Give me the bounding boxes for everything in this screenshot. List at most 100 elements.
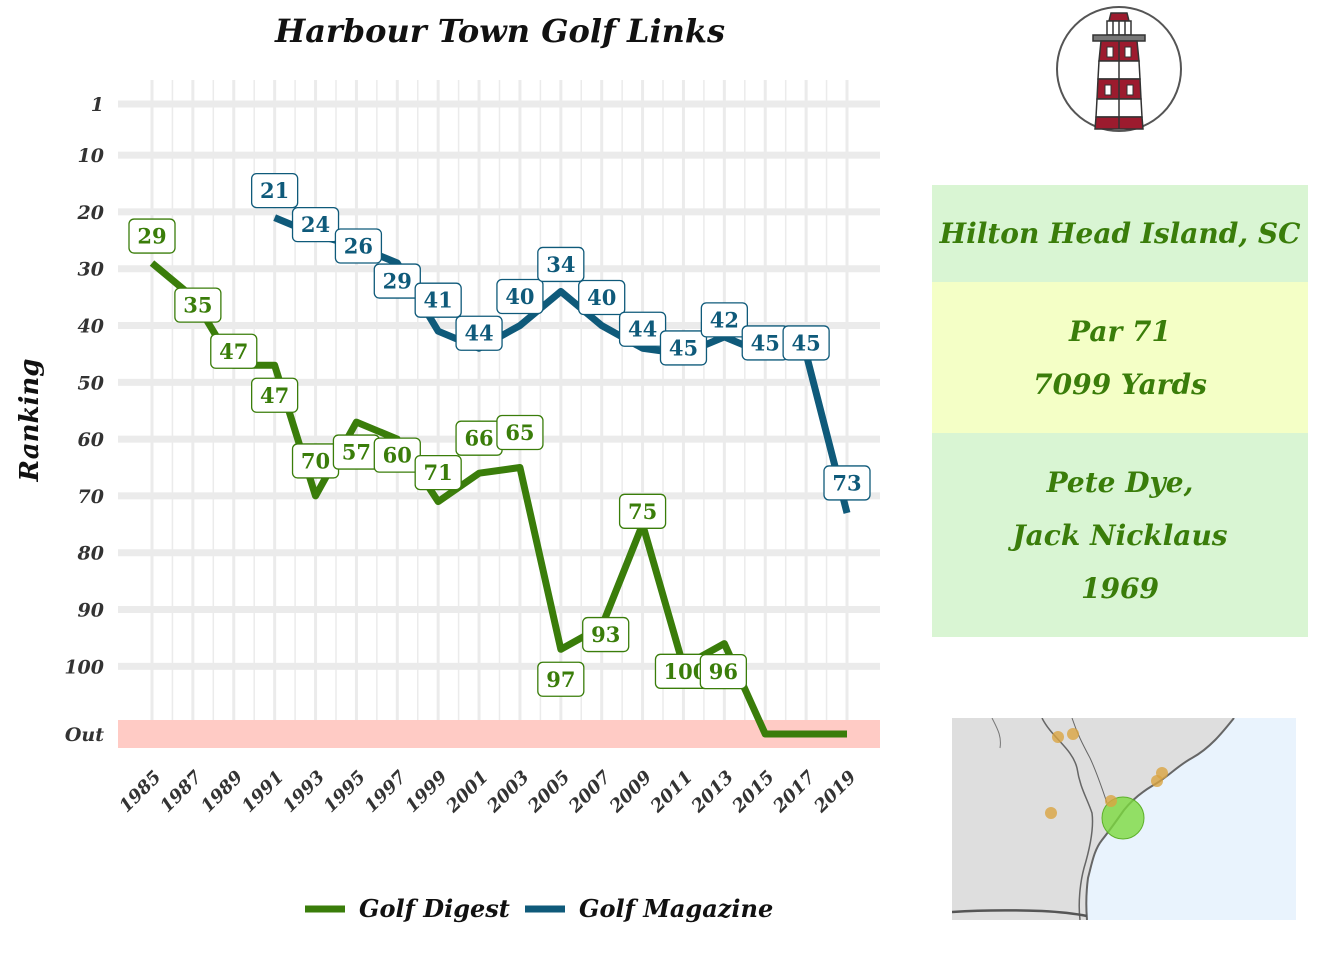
x-tick-label: 2011	[646, 767, 697, 818]
y-tick-label: 90	[78, 600, 104, 622]
data-label-text: 29	[137, 224, 166, 249]
x-tick-label: 2013	[687, 767, 738, 818]
grid-layer	[118, 80, 880, 748]
x-tick-label: 2019	[810, 766, 861, 817]
data-label: 65	[496, 414, 544, 451]
data-label-text: 26	[344, 234, 373, 259]
data-label-text: 47	[219, 339, 248, 364]
data-label: 47	[250, 377, 299, 413]
data-label: 75	[618, 493, 667, 529]
data-label: 40	[496, 278, 544, 315]
location-box: Hilton Head Island, SC	[932, 185, 1308, 282]
data-label-text: 34	[546, 252, 575, 277]
designer-box: Pete Dye, Jack Nicklaus 1969	[932, 433, 1308, 637]
legend-label: Golf Magazine	[579, 894, 773, 923]
data-label-text: 29	[383, 269, 412, 294]
x-tick-label: 2009	[605, 766, 656, 817]
y-tick-label: 80	[77, 543, 104, 565]
data-label-box	[291, 206, 340, 243]
y-tick-label: 40	[78, 316, 104, 338]
data-label-text: 45	[669, 335, 698, 360]
data-label-text: 24	[301, 212, 330, 237]
data-label-text: 41	[424, 288, 453, 313]
data-label: 93	[582, 616, 630, 653]
data-label-box	[823, 465, 871, 501]
legend-label: Golf Digest	[359, 894, 510, 923]
chart-title: Harbour Town Golf Links	[274, 12, 725, 50]
data-label-box	[578, 279, 626, 316]
data-label: 70	[291, 443, 340, 479]
y-tick-label: 100	[64, 656, 104, 678]
data-label-text: 71	[424, 460, 453, 485]
y-tick-label: 10	[78, 145, 104, 167]
x-tick-label: 2015	[728, 767, 779, 818]
par-yards-box: Par 71 7099 Yards	[932, 282, 1308, 433]
data-label: 45	[741, 325, 789, 361]
data-label-box	[496, 278, 544, 315]
data-label-box	[250, 377, 299, 413]
x-tick-label: 1993	[279, 767, 329, 817]
x-tick-label: 1997	[361, 766, 412, 817]
data-label: 21	[250, 172, 299, 209]
data-label-text: 66	[464, 426, 493, 451]
data-label-text: 35	[183, 293, 212, 318]
data-label-text: 73	[832, 470, 861, 495]
x-tick-label: 2005	[523, 767, 574, 818]
yards-text: 7099 Yards	[1033, 367, 1207, 401]
data-label-text: 93	[591, 622, 620, 647]
data-label-text: 96	[709, 659, 738, 684]
data-label-box	[537, 661, 585, 697]
data-label: 24	[291, 206, 340, 243]
y-tick-label: 20	[77, 202, 104, 224]
designer-2-text: Jack Nicklaus	[1012, 518, 1228, 552]
data-label: 40	[578, 279, 626, 316]
data-label-box	[537, 246, 585, 283]
data-label-text: 40	[587, 285, 616, 310]
data-label: 44	[455, 315, 503, 351]
data-label-text: 45	[792, 330, 821, 355]
data-label: 45	[782, 325, 830, 361]
data-label-box	[210, 333, 258, 369]
data-label-box	[455, 315, 503, 351]
data-label-box	[699, 653, 748, 690]
data-label-text: 75	[628, 499, 657, 524]
data-label-box	[174, 287, 222, 323]
data-label: 44	[618, 311, 667, 347]
x-tick-label: 1989	[197, 766, 248, 817]
data-label-box	[334, 228, 383, 264]
data-label-text: 60	[383, 443, 412, 468]
y-axis-label: Ranking	[15, 359, 45, 483]
x-tick-label: 2003	[482, 767, 533, 818]
data-label: 26	[334, 228, 383, 264]
data-label: 97	[537, 661, 585, 697]
data-label-box	[373, 263, 421, 299]
data-label: 41	[414, 282, 462, 318]
x-tick-label: 1991	[238, 767, 288, 817]
data-label-text: 45	[751, 330, 780, 355]
year-text: 1969	[1081, 571, 1159, 605]
data-label: 57	[332, 434, 381, 470]
data-label: 47	[210, 333, 258, 369]
data-label: 29	[128, 218, 176, 254]
x-tick-label: 2017	[769, 766, 820, 817]
data-label-text: 21	[260, 178, 289, 203]
data-label: 66	[455, 420, 503, 456]
data-label: 45	[659, 330, 708, 366]
data-label-box	[618, 493, 667, 529]
data-label-text: 47	[260, 383, 289, 408]
data-label-text: 65	[505, 420, 534, 445]
data-label-box	[128, 218, 176, 254]
data-label-box	[700, 302, 749, 338]
data-label-box	[250, 172, 299, 209]
data-label-text: 57	[342, 440, 371, 465]
location-text: Hilton Head Island, SC	[939, 217, 1301, 250]
out-band	[118, 720, 880, 748]
data-label-text: 44	[628, 317, 657, 342]
x-tick-label: 2007	[564, 766, 615, 817]
y-tick-label: 50	[78, 372, 104, 394]
data-label-text: 44	[464, 321, 493, 346]
legend: Golf Digest Golf Magazine	[305, 894, 773, 923]
data-label-box	[618, 311, 667, 347]
data-label: 73	[823, 465, 871, 501]
